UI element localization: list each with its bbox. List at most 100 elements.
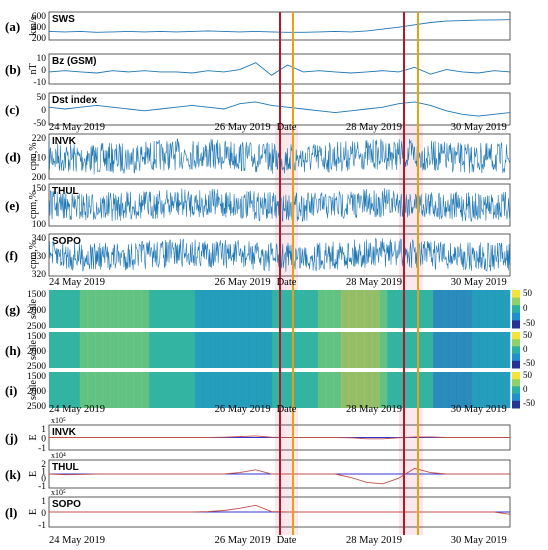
heatmap-cell [387,372,396,408]
heatmap-cell [287,290,296,328]
x-tick-label: 28 May 2019 [346,122,402,133]
heatmap-cell [356,290,365,328]
y-tick-label: 150 [32,184,47,194]
x-tick-label: 28 May 2019 [346,535,402,546]
heatmap-cell [417,290,426,328]
heatmap-cell [171,332,181,368]
heatmap-cell [125,372,135,408]
x-center-label: Date [277,404,297,415]
x-tick-label: 28 May 2019 [346,277,402,288]
heatmap-cell [148,372,158,408]
heatmap-cell [233,332,242,368]
y-tick-label: 210 [32,154,47,164]
colorbar-swatch [512,305,520,314]
y-tick-label: 1 [41,497,46,507]
x-center-label: Date [277,535,297,546]
panel-letter: (l) [5,505,17,520]
heatmap-cell [325,290,334,328]
heatmap-cell [164,372,173,408]
x-tick-label: 24 May 2019 [49,535,105,546]
heatmap-cell [110,332,119,368]
heatmap-cell [218,372,227,408]
colorbar-swatch [512,379,520,387]
y-tick-label: 1500 [27,372,46,382]
heatmap-cell [364,332,373,368]
colorbar-swatch [512,312,520,321]
y-tick-label: 0 [41,66,46,76]
heatmap-cell [95,290,104,328]
heatmap-cell [171,372,181,408]
heatmap-cell [202,290,211,328]
panel-name: SWS [52,14,75,25]
heatmap-cell [433,332,442,368]
heatmap-cell [210,290,219,328]
heatmap-cell [456,372,465,408]
heatmap-cell [402,290,411,328]
panel-name: SOPO [52,499,81,510]
heatmap-cell [471,290,480,328]
panel-name: Bz (GSM) [52,56,96,67]
y-tick-label: -50 [33,119,46,129]
heatmap-cell [387,332,396,368]
heatmap-cell [87,372,96,408]
colorbar-tick: 50 [523,370,533,380]
heatmap-cell [410,372,419,408]
panel-g: (g)scale150020002500INVK500-50 [5,288,535,332]
heatmap-cell [95,372,104,408]
heatmap-cell [49,290,58,328]
heatmap-cell [463,332,473,368]
x-center-label: Date [277,277,297,288]
heatmap-cell [56,290,65,328]
y-tick-label: 1500 [27,290,46,300]
panel-e: (e) cpm,%150 100 THUL [5,183,511,230]
heatmap-cell [279,372,288,408]
heatmap-cell [471,332,480,368]
y-axis-label: scale [28,298,39,319]
heatmap-cell [294,332,304,368]
heatmap-cell [371,332,380,368]
colorbar-tick: -50 [523,358,535,368]
heatmap-cell [164,332,173,368]
heatmap-cell [340,332,350,368]
y-tick-label: 200 [32,173,47,183]
heatmap-cell [64,290,73,328]
heatmap-cell [348,290,357,328]
y-tick-label: 100 [32,220,47,230]
heatmap-cell [179,372,188,408]
heatmap-cell [148,332,158,368]
heatmap-cell [179,290,188,328]
heatmap-cell [225,290,234,328]
heatmap-cell [333,332,342,368]
heatmap-cell [218,332,227,368]
colorbar: 50 0 -50 [512,330,535,369]
heatmap-cell [394,332,403,368]
panel-letter: (f) [5,248,18,263]
y-tick-label: 50 [37,93,47,103]
heatmap-cell [364,290,373,328]
y-tick-label: 200 [32,34,47,44]
x-center-label: Date [277,122,297,133]
heatmap-cell [364,372,373,408]
heatmap-cell [194,372,204,408]
y-tick-label: 400 [32,23,47,33]
heatmap-cell [264,290,273,328]
heatmap-cell [241,332,250,368]
x-tick-label: 26 May 2019 [215,404,271,415]
heatmap-cell [141,290,150,328]
heatmap-cell [486,290,496,328]
heatmap-cell [118,372,127,408]
x-tick-label: 28 May 2019 [346,404,402,415]
heatmap-cell [256,332,265,368]
heatmap-cell [356,332,365,368]
heatmap-cell [371,372,380,408]
heatmap-cell [79,372,88,408]
panel-f: (f) cpm,%340 330 320 SOPO [5,233,511,280]
heatmap-cell [56,332,65,368]
heatmap-cell [279,290,288,328]
heatmap-cell [218,290,227,328]
y-tick-label: 340 [32,234,47,244]
heatmap-cell [494,372,503,408]
heatmap-cell [187,372,196,408]
date-axis-labels: 24 May 2019 26 May 2019 28 May 2019 30 May … [49,122,507,546]
panel-name: INVK [52,427,77,438]
